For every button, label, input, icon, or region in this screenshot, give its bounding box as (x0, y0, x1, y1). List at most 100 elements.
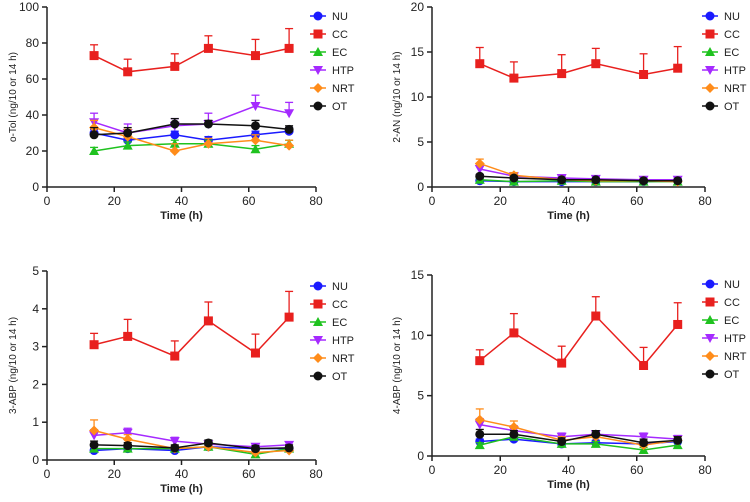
data-point (673, 176, 683, 186)
data-point (170, 443, 180, 453)
legend-marker (705, 334, 715, 343)
x-tick-label: 20 (494, 463, 508, 477)
data-point (639, 438, 649, 448)
data-point (203, 138, 214, 149)
x-tick-label: 60 (630, 463, 644, 477)
data-point (639, 176, 649, 186)
x-tick-label: 20 (108, 194, 122, 208)
series-cc (475, 45, 683, 83)
y-tick-label: 10 (411, 328, 425, 342)
legend-item-ec: EC (702, 47, 739, 59)
x-tick-label: 20 (494, 194, 508, 208)
x-tick-label: 40 (175, 194, 189, 208)
legend: NU CC EC HTP NRT OT (702, 279, 747, 381)
legend-item-nu: NU (702, 11, 740, 23)
data-point (509, 328, 519, 338)
y-tick-label: 0 (32, 453, 39, 467)
data-point (284, 124, 294, 134)
legend-label: CC (332, 29, 348, 41)
data-point (638, 432, 649, 442)
series-line (93, 316, 290, 357)
series-line (93, 105, 290, 134)
y-axis-title: 2-AN (ng/10 or 14 h) (392, 51, 403, 142)
series-ot (475, 428, 683, 448)
legend-label: NRT (724, 351, 747, 363)
y-tick-label: 5 (32, 264, 39, 278)
data-point (170, 130, 180, 140)
legend-item-ec: EC (310, 317, 347, 329)
legend: NU CC EC HTP NRT OT (310, 281, 355, 383)
legend-item-ec: EC (310, 47, 347, 59)
data-point (250, 51, 260, 61)
x-tick-label: 80 (698, 194, 712, 208)
legend-item-nrt: NRT (310, 83, 355, 95)
y-tick-label: 2 (32, 377, 39, 391)
legend-item-cc: CC (702, 29, 740, 41)
x-tick-label: 0 (44, 194, 51, 208)
series-line (93, 130, 290, 141)
x-tick-label: 0 (44, 467, 51, 481)
data-point (89, 130, 99, 140)
legend-label: NU (332, 11, 348, 23)
data-point (557, 358, 567, 368)
series-line (94, 442, 290, 450)
y-tick-label: 10 (411, 90, 425, 104)
data-point (123, 441, 133, 451)
legend-item-cc: CC (310, 299, 348, 311)
legend-marker (313, 83, 323, 93)
y-axis-title: o-Tol (ng/10 or 14 h) (8, 52, 19, 142)
data-point (169, 146, 180, 156)
x-tick-label: 60 (242, 194, 256, 208)
legend: NU CC EC HTP NRT OT (310, 11, 355, 113)
data-point (474, 420, 485, 430)
x-tick-label: 60 (242, 467, 256, 481)
data-point (475, 171, 485, 181)
data-point (89, 146, 100, 155)
legend-item-ot: OT (702, 369, 740, 381)
series-cc (89, 290, 294, 361)
x-tick-label: 0 (429, 463, 436, 477)
series-line (479, 419, 678, 446)
data-point (591, 311, 601, 321)
data-point (509, 429, 519, 439)
y-tick-label: 15 (411, 268, 425, 282)
legend-marker (705, 101, 715, 111)
data-point (203, 43, 213, 53)
data-point (475, 59, 485, 69)
legend-label: HTP (332, 65, 354, 77)
legend-label: NU (724, 279, 740, 291)
series-line (94, 432, 290, 448)
legend-marker (705, 83, 715, 93)
chart-panel-4: 0 20 40 60 80 0 5 10 15 Time (h) 4-ABP (ng/10 or 1… (392, 268, 747, 491)
series-line (479, 175, 678, 182)
series-line (93, 429, 290, 454)
legend: NU CC EC HTP NRT OT (702, 11, 747, 113)
legend-label: OT (332, 101, 348, 113)
y-axis-title: 4-ABP (ng/10 or 14 h) (392, 317, 403, 414)
data-point (673, 435, 683, 445)
series-line (479, 435, 678, 451)
series-line (93, 143, 290, 152)
legend-label: NRT (724, 83, 747, 95)
data-point (557, 69, 567, 79)
legend-item-nrt: NRT (310, 353, 355, 365)
data-point (673, 319, 683, 329)
series-cc (89, 27, 294, 77)
data-point (284, 109, 295, 119)
legend-label: NRT (332, 353, 355, 365)
x-tick-label: 40 (562, 463, 576, 477)
data-point (250, 135, 261, 146)
data-point (475, 429, 485, 439)
series-line (479, 314, 679, 367)
legend-label: NU (724, 11, 740, 23)
data-point (591, 429, 601, 439)
data-point (122, 140, 133, 150)
data-point (89, 431, 100, 441)
series-htp (89, 94, 295, 138)
y-tick-label: 15 (411, 45, 425, 59)
legend-label: OT (332, 371, 348, 383)
legend-label: HTP (332, 335, 354, 347)
x-axis-title: Time (h) (160, 210, 203, 222)
y-tick-label: 60 (26, 72, 40, 86)
x-tick-label: 80 (309, 194, 323, 208)
